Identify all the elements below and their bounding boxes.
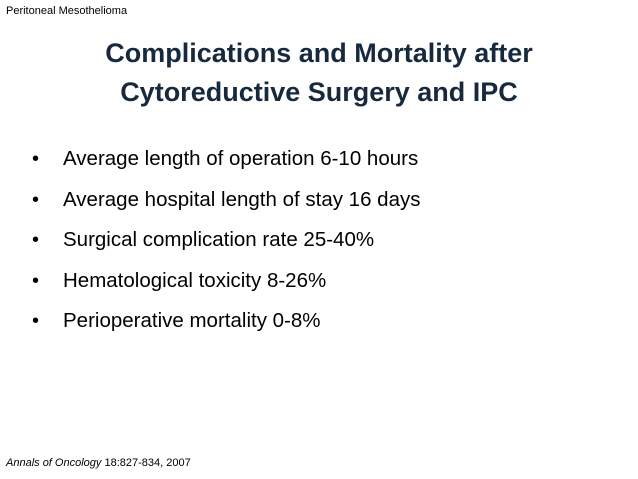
bullet-marker: • — [32, 148, 40, 170]
bullet-marker: • — [32, 188, 40, 211]
bullet-item: • Hematological toxicity 8-26% — [30, 268, 420, 309]
bullet-marker: • — [32, 269, 40, 292]
citation-journal: Annals of Oncology — [6, 457, 102, 469]
bullet-item: • Average hospital length of stay 16 day… — [30, 187, 420, 228]
slide-title-line-2: Cytoreductive Surgery and IPC — [120, 77, 518, 107]
bullet-item: • Surgical complication rate 25-40% — [30, 227, 420, 268]
bullet-item: • Average length of operation 6-10 hours — [30, 146, 420, 187]
bullet-text: Surgical complication rate 25-40% — [63, 228, 375, 251]
bullet-text: Hematological toxicity 8-26% — [63, 268, 327, 292]
slide-title-line-1: Complications and Mortality after — [105, 38, 533, 68]
bullet-text: Average hospital length of stay 16 days — [63, 187, 421, 211]
bullet-item: • Perioperative mortality 0-8% — [30, 308, 420, 349]
bullet-text: Average length of operation 6-10 hours — [63, 147, 419, 170]
citation: Annals of Oncology 18:827-834, 2007 — [6, 456, 191, 470]
bullet-marker: • — [32, 310, 40, 332]
header-label: Peritoneal Mesothelioma — [6, 5, 128, 17]
bullet-text: Perioperative mortality 0-8% — [63, 309, 321, 332]
bullet-marker: • — [32, 229, 40, 251]
citation-details: 18:827-834, 2007 — [104, 457, 191, 469]
slide-title: Complications and Mortality after Cytore… — [0, 34, 638, 112]
bullet-list: • Average length of operation 6-10 hours… — [30, 146, 420, 349]
